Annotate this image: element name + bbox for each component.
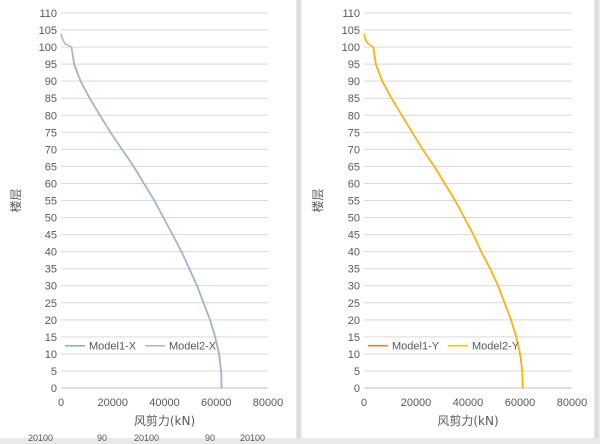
y-tick-label: 80 <box>348 110 360 122</box>
y-tick-label: 110 <box>39 8 57 20</box>
y-tick-label: 80 <box>45 110 57 122</box>
y-tick-label: 40 <box>348 247 360 259</box>
y-tick-label: 35 <box>348 264 360 276</box>
series-line-Model1-Y <box>363 33 524 389</box>
y-tick-label: 65 <box>348 161 360 173</box>
chart-x-svg: 0 5 10 15 20 25 30 35 40 45 50 55 60 65 70 75 80 85 90 95 10… <box>8 8 284 428</box>
cut-label: 90 <box>205 433 216 443</box>
x-tick-label: 20000 <box>97 397 128 409</box>
y-tick-label: 90 <box>45 76 57 88</box>
y-tick-label: 60 <box>348 178 360 190</box>
y-tick-label: 105 <box>39 25 57 37</box>
chart-y-svg: 0 5 10 15 20 25 30 35 40 45 50 55 60 65 70 75 80 85 90 95 10… <box>310 8 588 428</box>
x-tick-label: 60000 <box>505 397 536 409</box>
y-tick-label: 50 <box>348 213 360 225</box>
y-axis-title: 楼层 <box>310 188 325 212</box>
y-tick-label: 20 <box>45 315 57 327</box>
x-tick-label: 40000 <box>149 397 180 409</box>
y-tick-label: 95 <box>45 59 57 71</box>
y-tick-label: 5 <box>354 366 360 378</box>
y-tick-label: 30 <box>45 281 57 293</box>
x-tick-label: 40000 <box>453 397 484 409</box>
y-tick-label: 110 <box>342 8 360 20</box>
x-axis-title: 风剪力(kN) <box>134 413 195 428</box>
y-tick-label: 35 <box>45 264 57 276</box>
y-axis-title: 楼层 <box>8 188 23 212</box>
y-tick-label: 75 <box>45 127 57 139</box>
y-tick-label: 100 <box>39 42 57 54</box>
legend-label: Model2-Y <box>472 341 520 353</box>
y-tick-label: 45 <box>45 230 57 242</box>
legend-label: Model1-X <box>89 341 137 353</box>
y-tick-label: 70 <box>348 144 360 156</box>
cut-label: 90 <box>97 433 108 443</box>
x-tick-label: 80000 <box>557 397 588 409</box>
y-tick-label: 20 <box>348 315 360 327</box>
y-tick-label: 15 <box>348 332 360 344</box>
chart-panel-y: 0 5 10 15 20 25 30 35 40 45 50 55 60 65 70 75 80 85 90 95 10… <box>302 0 594 438</box>
y-tick-label: 50 <box>45 213 57 225</box>
chart-panel-x: 0 5 10 15 20 25 30 35 40 45 50 55 60 65 70 75 80 85 90 95 10… <box>0 0 296 438</box>
x-tick-label: 20000 <box>401 397 432 409</box>
cut-label: 20100 <box>134 433 160 443</box>
y-tick-label: 25 <box>45 298 57 310</box>
series-line-Model1-X <box>60 33 223 389</box>
y-tick-label: 65 <box>45 161 57 173</box>
y-tick-label: 90 <box>348 76 360 88</box>
y-tick-label: 55 <box>348 196 360 208</box>
series-line-Model2-Y <box>363 33 524 389</box>
x-axis-title: 风剪力(kN) <box>437 413 498 428</box>
y-tick-label: 0 <box>51 383 57 395</box>
y-tick-label: 15 <box>45 332 57 344</box>
y-tick-label: 60 <box>45 178 57 190</box>
cut-label: 20100 <box>28 433 54 443</box>
x-tick-label: 80000 <box>253 397 284 409</box>
y-tick-label: 5 <box>51 366 57 378</box>
legend-label: Model2-X <box>169 341 217 353</box>
y-tick-label: 45 <box>348 230 360 242</box>
panel-divider <box>297 0 300 438</box>
series-line-Model2-X <box>60 33 223 389</box>
y-tick-label: 75 <box>348 127 360 139</box>
y-tick-label: 85 <box>45 93 57 105</box>
y-tick-label: 105 <box>342 25 360 37</box>
y-tick-label: 70 <box>45 144 57 156</box>
y-tick-label: 95 <box>348 59 360 71</box>
y-tick-label: 55 <box>45 196 57 208</box>
y-tick-label: 25 <box>348 298 360 310</box>
y-tick-label: 10 <box>45 349 57 361</box>
cut-label: 20100 <box>240 433 266 443</box>
y-tick-label: 85 <box>348 93 360 105</box>
y-tick-label: 10 <box>348 349 360 361</box>
legend-label: Model1-Y <box>392 341 440 353</box>
y-tick-label: 0 <box>354 383 360 395</box>
y-tick-label: 100 <box>342 42 360 54</box>
y-tick-label: 40 <box>45 247 57 259</box>
x-tick-label: 60000 <box>201 397 232 409</box>
y-tick-label: 30 <box>348 281 360 293</box>
x-tick-label: 0 <box>58 397 64 409</box>
panel-edge-right <box>595 0 598 438</box>
x-tick-label: 0 <box>361 397 367 409</box>
